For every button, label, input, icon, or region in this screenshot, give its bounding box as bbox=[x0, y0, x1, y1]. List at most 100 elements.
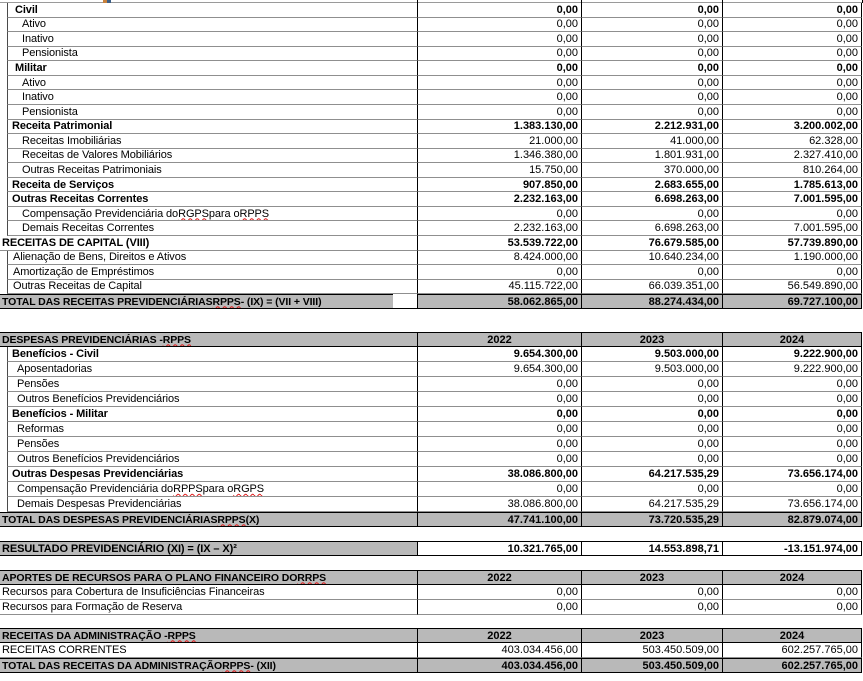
table-row: Recursos para Formação de Reserva 0,00 0,0… bbox=[0, 600, 863, 615]
value-cell: 0,00 bbox=[722, 104, 862, 120]
table-row: Demais Receitas Correntes 2.232.163,00 6.6… bbox=[0, 221, 863, 236]
row-label: Pensões bbox=[7, 377, 417, 392]
value-cell: 0,00 bbox=[417, 90, 581, 105]
value-cell: 82.879.074,00 bbox=[722, 512, 862, 527]
header-row: RECEITAS DA ADMINISTRAÇÃO - RPPS 2022 2023… bbox=[0, 628, 863, 643]
value-cell: 1.190.000,00 bbox=[722, 250, 862, 266]
row-label: Receitas Imobiliárias bbox=[7, 134, 417, 149]
value-cell: 0,00 bbox=[417, 32, 581, 47]
row-label: Aposentadorias bbox=[7, 362, 417, 377]
value-cell: 9.654.300,00 bbox=[417, 347, 581, 362]
row-label: Inativo bbox=[7, 32, 417, 47]
label-text: para o bbox=[208, 207, 240, 220]
row-label: Alienação de Bens, Direitos e Ativos bbox=[7, 250, 417, 266]
table-row: Alienação de Bens, Direitos e Ativos 8.42… bbox=[0, 250, 863, 266]
value-cell: 0,00 bbox=[417, 377, 581, 392]
value-cell: 14.553.898,71 bbox=[581, 541, 722, 556]
value-cell: 38.086.800,00 bbox=[417, 497, 581, 512]
value-cell: 403.034.456,00 bbox=[417, 643, 581, 658]
label-text: Compensação Previdenciária do bbox=[22, 207, 179, 220]
value-cell: 0,00 bbox=[581, 75, 722, 91]
total-row: TOTAL DAS RECEITAS PREVIDENCIÁRIAS RPPS … bbox=[0, 294, 863, 309]
value-cell: 73.656.174,00 bbox=[722, 497, 862, 512]
value-cell: 7.001.595,00 bbox=[722, 192, 862, 207]
year-column-header: 2022 bbox=[417, 628, 581, 643]
spellcheck-word: RPPS bbox=[217, 513, 246, 526]
table-row: Outras Receitas de Capital 45.115.722,00 6… bbox=[0, 279, 863, 295]
year-column-header: 2024 bbox=[722, 332, 862, 347]
value-cell: 0,00 bbox=[722, 61, 862, 76]
value-cell: 0,00 bbox=[722, 265, 862, 280]
value-cell: -13.151.974,00 bbox=[722, 541, 862, 556]
table-row: Ativo 0,00 0,00 0,00 bbox=[0, 17, 863, 33]
label-text: (X) bbox=[245, 513, 260, 526]
value-cell: 0,00 bbox=[581, 482, 722, 497]
value-cell: 0,00 bbox=[722, 392, 862, 407]
value-cell: 0,00 bbox=[722, 585, 862, 600]
table-row: Inativo 0,00 0,00 0,00 bbox=[0, 32, 863, 47]
row-label: Outras Despesas Previdenciárias bbox=[7, 467, 417, 482]
label-text: TOTAL DAS RECEITAS PREVIDENCIÁRIAS bbox=[2, 295, 213, 308]
row-label: Outros Benefícios Previdenciários bbox=[7, 392, 417, 407]
value-cell: 2.212.931,00 bbox=[581, 119, 722, 135]
value-cell: 0,00 bbox=[581, 61, 722, 76]
row-label: Benefícios - Civil bbox=[7, 347, 417, 362]
row-label: TOTAL DAS RECEITAS DA ADMINISTRAÇÃO RPPS… bbox=[0, 658, 417, 673]
table-despesas-previdenciarias: DESPESAS PREVIDENCIÁRIAS - RPPS 2022 2023 2… bbox=[0, 332, 863, 527]
value-cell: 7.001.595,00 bbox=[722, 221, 862, 236]
value-cell: 0,00 bbox=[581, 90, 722, 105]
value-cell: 9.503.000,00 bbox=[581, 362, 722, 377]
row-label: Outros Benefícios Previdenciários bbox=[7, 452, 417, 467]
value-cell: 1.801.931,00 bbox=[581, 148, 722, 164]
row-label: Outras Receitas Patrimoniais bbox=[7, 163, 417, 178]
spellcheck-word: RPPS bbox=[162, 333, 191, 346]
label-gap bbox=[393, 294, 417, 309]
value-cell: 9.503.000,00 bbox=[581, 347, 722, 362]
value-cell: 58.062.865,00 bbox=[417, 294, 581, 309]
column-divider bbox=[722, 0, 723, 3]
value-cell: 907.850,00 bbox=[417, 177, 581, 193]
value-cell: 0,00 bbox=[722, 46, 862, 62]
value-cell: 73.656.174,00 bbox=[722, 467, 862, 482]
value-cell: 0,00 bbox=[417, 17, 581, 33]
header-row: DESPESAS PREVIDENCIÁRIAS - RPPS 2022 2023 2… bbox=[0, 332, 863, 347]
value-cell: 21.000,00 bbox=[417, 134, 581, 149]
column-divider bbox=[581, 0, 582, 3]
year-column-header: 2024 bbox=[722, 628, 862, 643]
row-label: Militar bbox=[7, 61, 417, 76]
spellcheck-word: RGPS bbox=[233, 483, 265, 495]
value-cell: 53.539.722,00 bbox=[417, 236, 581, 251]
year-column-header: 2022 bbox=[417, 332, 581, 347]
table-row: Pensões 0,00 0,00 0,00 bbox=[0, 437, 863, 452]
table-row: Compensação Previdenciária do RGPS para … bbox=[0, 206, 863, 222]
value-cell: 0,00 bbox=[417, 407, 581, 422]
value-cell: 0,00 bbox=[722, 437, 862, 452]
table-row: Benefícios - Militar 0,00 0,00 0,00 bbox=[0, 407, 863, 422]
row-label: Outras Receitas Correntes bbox=[7, 192, 417, 207]
column-divider bbox=[417, 0, 418, 3]
value-cell: 0,00 bbox=[417, 46, 581, 62]
value-cell: 45.115.722,00 bbox=[417, 279, 581, 295]
value-cell: 0,00 bbox=[417, 3, 581, 18]
value-cell: 0,00 bbox=[722, 422, 862, 437]
table-row: Receitas de Valores Mobiliários 1.346.380… bbox=[0, 148, 863, 164]
value-cell: 0,00 bbox=[581, 600, 722, 615]
row-label: Pensões bbox=[7, 437, 417, 452]
table-row: Ativo 0,00 0,00 0,00 bbox=[0, 75, 863, 91]
table-row: RECEITAS DE CAPITAL (VIII) 53.539.722,00 7… bbox=[0, 236, 863, 251]
row-label: Receita de Serviços bbox=[7, 177, 417, 193]
table-row: Receita Patrimonial 1.383.130,00 2.212.931… bbox=[0, 119, 863, 135]
header-row: APORTES DE RECURSOS PARA O PLANO FINANCE… bbox=[0, 570, 863, 585]
value-cell: 62.328,00 bbox=[722, 134, 862, 149]
value-cell: 0,00 bbox=[722, 600, 862, 615]
value-cell: 0,00 bbox=[581, 377, 722, 392]
value-cell: 69.727.100,00 bbox=[722, 294, 862, 309]
top-artifact-mark bbox=[103, 0, 111, 3]
table-row: Receita de Serviços 907.850,00 2.683.655,0… bbox=[0, 177, 863, 193]
value-cell: 602.257.765,00 bbox=[722, 658, 862, 673]
table-row: Recursos para Cobertura de Insuficiência… bbox=[0, 585, 863, 600]
row-label: Civil bbox=[7, 3, 417, 18]
value-cell: 0,00 bbox=[581, 452, 722, 467]
row-label: RECEITAS DA ADMINISTRAÇÃO - RPPS bbox=[0, 628, 417, 643]
